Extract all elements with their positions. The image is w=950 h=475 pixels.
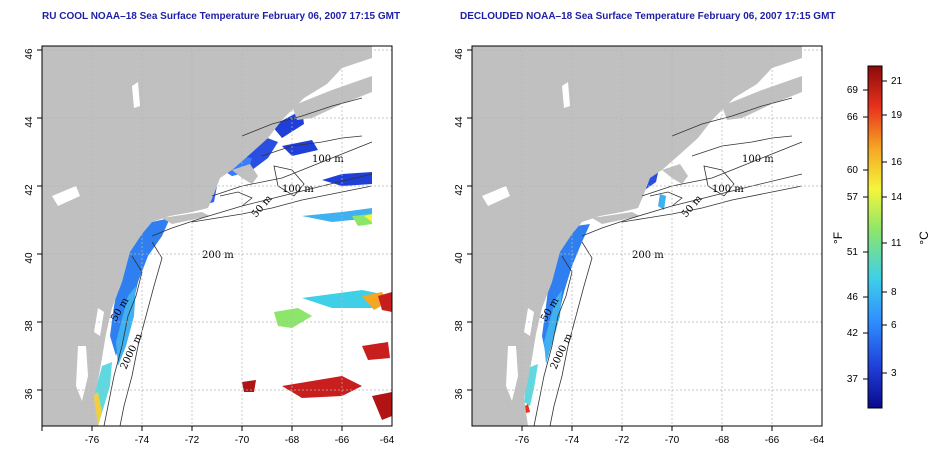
left-lon-tick: -72 (185, 435, 200, 446)
right-contour-label-100m-b: 100 m (712, 184, 744, 195)
colorbar-gradient (867, 65, 883, 409)
right-lon-tick: -70 (665, 435, 680, 446)
celsius-tick: 21 (891, 76, 903, 87)
right-lon-tick: -64 (810, 435, 825, 446)
fahrenheit-tick: 46 (847, 292, 859, 303)
left-lon-tick: -64 (380, 435, 395, 446)
right-contour-label-100m-a: 100 m (742, 154, 774, 165)
left-lat-tick: 36 (24, 388, 35, 400)
right-grid (472, 46, 822, 426)
fahrenheit-tick: 60 (847, 165, 859, 176)
celsius-tick: 19 (891, 110, 903, 121)
fahrenheit-tick: 66 (847, 112, 859, 123)
right-lon-tick: -76 (515, 435, 530, 446)
left-lat-tick: 44 (24, 116, 35, 128)
left-contour-label-200m: 200 m (202, 250, 234, 261)
right-contour-label-200m: 200 m (632, 250, 664, 261)
fahrenheit-axis-label: °F (831, 232, 845, 244)
left-contour-label-100m-a: 100 m (312, 154, 344, 165)
right-lat-tick: 36 (454, 388, 465, 400)
right-map: 100 m 100 m 50 m 200 m 50 m 2000 m -76 -… (454, 45, 825, 446)
celsius-tick: 14 (891, 192, 903, 203)
fahrenheit-tick: 37 (847, 374, 859, 385)
celsius-tick: 3 (891, 368, 897, 379)
right-lon-tick: -74 (565, 435, 580, 446)
left-map: 100 m 100 m 50 m 200 m 50 m 2000 m -76 -… (24, 45, 395, 446)
left-map-title: RU COOL NOAA–18 Sea Surface Temperature … (42, 11, 401, 22)
right-lat-tick: 42 (454, 184, 465, 196)
left-contour-label-100m-b: 100 m (282, 184, 314, 195)
left-grid (42, 46, 392, 426)
left-lon-tick: -76 (85, 435, 100, 446)
right-lon-tick: -72 (615, 435, 630, 446)
left-lon-tick: -66 (335, 435, 350, 446)
right-lat-tick: 46 (454, 48, 465, 60)
celsius-tick: 6 (891, 320, 897, 331)
right-lon-tick: -66 (765, 435, 780, 446)
fahrenheit-tick: 51 (847, 247, 859, 258)
fahrenheit-tick: 69 (847, 85, 859, 96)
left-lat-tick: 42 (24, 184, 35, 196)
fahrenheit-tick: 57 (847, 192, 859, 203)
left-lat-tick: 38 (24, 320, 35, 332)
celsius-tick: 16 (891, 157, 903, 168)
left-lon-tick: -68 (285, 435, 300, 446)
celsius-tick: 8 (891, 287, 897, 298)
right-lat-tick: 38 (454, 320, 465, 332)
right-lon-tick: -68 (715, 435, 730, 446)
celsius-tick: 11 (891, 238, 902, 249)
left-map-frame (41, 45, 393, 427)
colorbar: 69 66 60 57 51 46 42 37 21 19 16 14 11 8… (831, 65, 931, 409)
left-lat-tick: 40 (24, 252, 35, 264)
left-lat-tick: 46 (24, 48, 35, 60)
left-lon-tick: -74 (135, 435, 150, 446)
right-lat-tick: 44 (454, 116, 465, 128)
right-lat-tick: 40 (454, 252, 465, 264)
right-map-frame (471, 45, 823, 427)
fahrenheit-tick: 42 (847, 328, 859, 339)
left-lon-tick: -70 (235, 435, 250, 446)
right-map-title: DECLOUDED NOAA–18 Sea Surface Temperatur… (460, 11, 836, 22)
celsius-axis-label: °C (917, 231, 931, 245)
